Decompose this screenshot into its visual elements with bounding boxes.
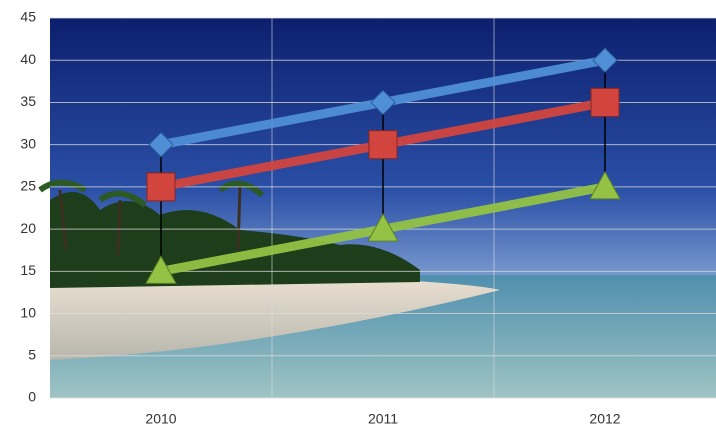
x-tick-label: 2012 bbox=[589, 411, 620, 427]
background-photo bbox=[38, 18, 716, 398]
y-tick-label: 45 bbox=[20, 9, 36, 25]
y-tick-label: 30 bbox=[20, 135, 36, 151]
x-tick-label: 2011 bbox=[368, 411, 398, 427]
y-tick-label: 0 bbox=[28, 389, 36, 405]
marker bbox=[146, 172, 176, 202]
marker bbox=[148, 131, 174, 158]
marker bbox=[367, 213, 399, 242]
marker bbox=[592, 47, 618, 73]
marker bbox=[590, 87, 620, 117]
y-tick-label: 35 bbox=[20, 93, 36, 109]
marker bbox=[145, 255, 177, 284]
y-tick-label: 25 bbox=[20, 178, 36, 194]
marker bbox=[368, 130, 398, 160]
y-tick-label: 40 bbox=[20, 51, 36, 67]
marker bbox=[589, 170, 621, 200]
plot bbox=[145, 47, 621, 284]
y-tick-label: 20 bbox=[20, 220, 36, 236]
y-tick-label: 10 bbox=[20, 304, 36, 320]
x-tick-label: 2010 bbox=[145, 411, 176, 427]
y-tick-label: 15 bbox=[20, 262, 36, 278]
y-tick-label: 5 bbox=[28, 346, 36, 362]
marker bbox=[370, 89, 396, 116]
